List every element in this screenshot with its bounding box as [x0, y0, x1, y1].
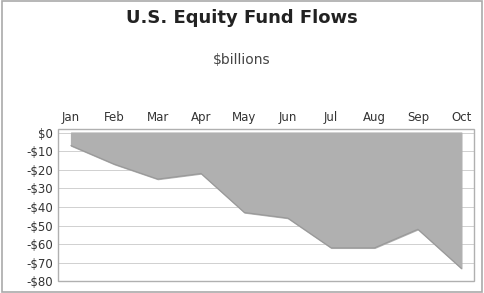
Text: $billions: $billions [213, 53, 271, 67]
Text: U.S. Equity Fund Flows: U.S. Equity Fund Flows [126, 9, 358, 27]
